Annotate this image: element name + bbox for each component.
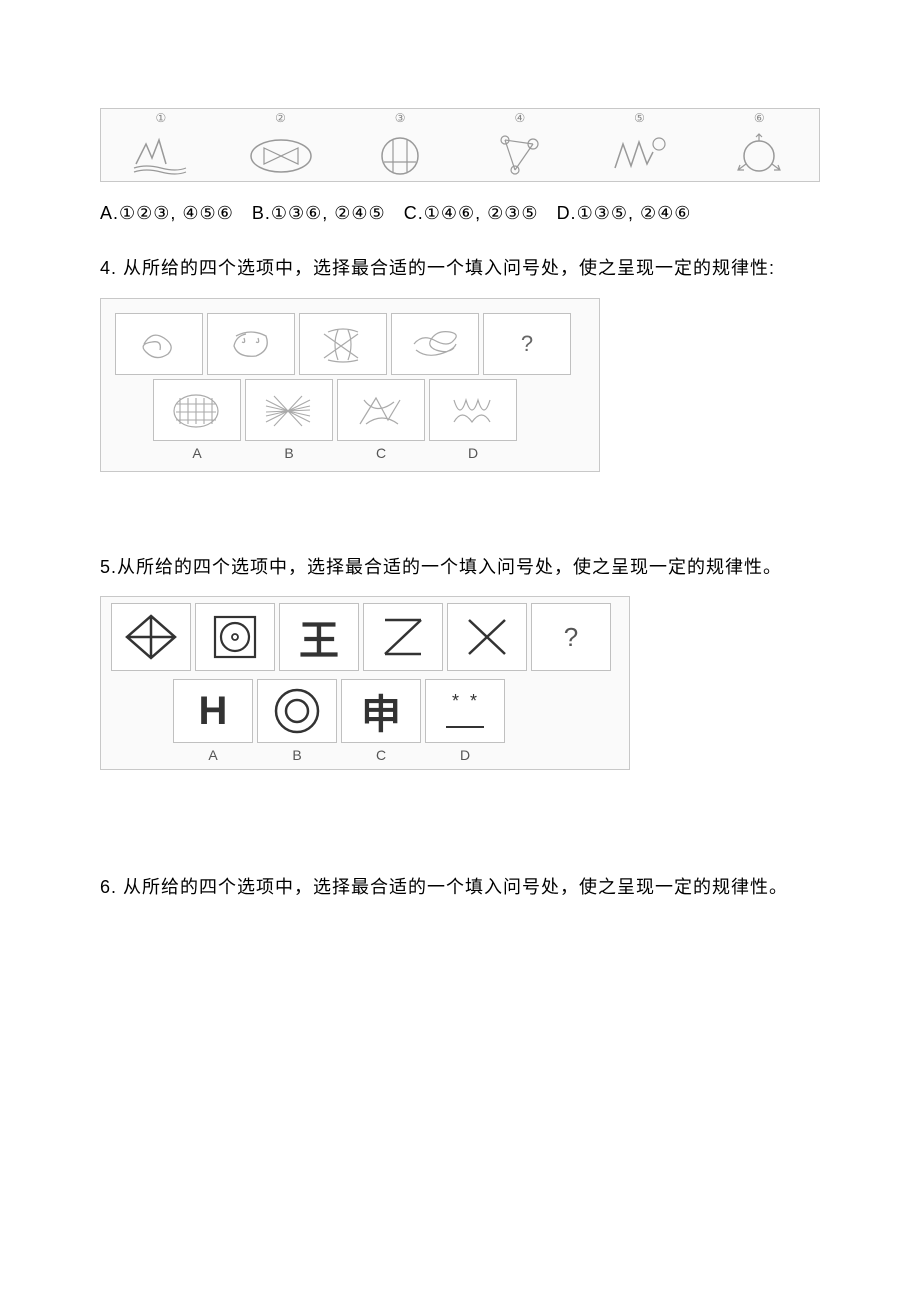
q6-text: 6. 从所给的四个选项中，选择最合适的一个填入问号处，使之呈现一定的规律性。 (100, 864, 820, 911)
oval-bowtie-icon (244, 125, 318, 181)
q3-figure-row: ① ② ③ ④ (100, 108, 820, 182)
q5-choice-a: H (173, 679, 253, 743)
q5-choice-d: * * (425, 679, 505, 743)
q3-opt-b: B.①③⑥, ②④⑤ (252, 203, 386, 223)
q3-cell-1: ① (101, 109, 221, 181)
q5-text: 5.从所给的四个选项中，选择最合适的一个填入问号处，使之呈现一定的规律性。 (100, 544, 820, 591)
zigzag-circle-icon (605, 125, 675, 181)
q5-choice-c: 申 (341, 679, 421, 743)
square-circle-dot-icon (205, 610, 265, 664)
q5-seq-2 (195, 603, 275, 671)
q4-text: 4. 从所给的四个选项中，选择最合适的一个填入问号处，使之呈现一定的规律性: (100, 245, 820, 292)
q5-seq-1 (111, 603, 191, 671)
q4-seq-1 (115, 313, 203, 375)
q6-number: 6. (100, 877, 117, 897)
q4-choice-c (337, 379, 425, 441)
q5-seq-3: 王 (279, 603, 359, 671)
q3-num-5: ⑤ (634, 111, 645, 125)
q5-label-b: B (255, 747, 339, 763)
q5-qmark: ? (531, 603, 611, 671)
q3-cell-5: ⑤ (580, 109, 700, 181)
q4-label-c: C (335, 445, 427, 461)
q5-seq-4 (363, 603, 443, 671)
circle-arrows-icon (724, 125, 794, 181)
diamond-cross-icon (121, 610, 181, 664)
q3-opt-c: C.①④⑥, ②③⑤ (404, 203, 539, 223)
q3-num-6: ⑥ (754, 111, 765, 125)
q4-seq-row: ? (113, 313, 587, 375)
q4-qmark: ? (483, 313, 571, 375)
q4-label-d: D (427, 445, 519, 461)
q4-number: 4. (100, 258, 117, 278)
q3-opt-a: A.①②③, ④⑤⑥ (100, 203, 234, 223)
q4-seq-3 (299, 313, 387, 375)
svg-text:*: * (470, 691, 477, 711)
q3-opt-d: D.①③⑤, ②④⑥ (557, 203, 692, 223)
q5-labels: A B C D (171, 747, 621, 763)
slash-frame-icon (373, 610, 433, 664)
q6-body: 从所给的四个选项中，选择最合适的一个填入问号处，使之呈现一定的规律性。 (123, 877, 788, 897)
q3-cell-4: ④ (460, 109, 580, 181)
q3-cell-6: ⑥ (699, 109, 819, 181)
q3-cell-3: ③ (340, 109, 460, 181)
q3-options: A.①②③, ④⑤⑥ B.①③⑥, ②④⑤ C.①④⑥, ②③⑤ D.①③⑤, … (100, 190, 820, 237)
q4-choice-b (245, 379, 333, 441)
q4-seq-4 (391, 313, 479, 375)
q5-label-a: A (171, 747, 255, 763)
q4-label-a: A (151, 445, 243, 461)
circle-grid-icon (365, 125, 435, 181)
q3-cell-2: ② (221, 109, 341, 181)
q3-num-1: ① (155, 111, 166, 125)
x-mark-icon (457, 610, 517, 664)
q5-label-d: D (423, 747, 507, 763)
q4-body: 从所给的四个选项中，选择最合适的一个填入问号处，使之呈现一定的规律性: (123, 258, 775, 278)
q4-choice-a (153, 379, 241, 441)
q4-label-b: B (243, 445, 335, 461)
q5-choice-row: H 申 * * (171, 679, 621, 743)
q4-seq-2 (207, 313, 295, 375)
q4-choice-row (151, 379, 587, 441)
q3-num-2: ② (275, 111, 286, 125)
q3-num-3: ③ (395, 111, 406, 125)
q5-seq-row: 王 ? (109, 603, 621, 671)
q5-puzzle-box: 王 ? H 申 * * (100, 596, 630, 770)
mountain-waves-icon (126, 125, 196, 181)
q5-number: 5. (100, 557, 117, 577)
q4-labels: A B C D (151, 445, 587, 461)
q5-label-c: C (339, 747, 423, 763)
q5-choice-b (257, 679, 337, 743)
q4-puzzle-box: ? A B C D (100, 298, 600, 472)
asterisks-line-icon: * * (436, 685, 494, 737)
q5-body: 从所给的四个选项中，选择最合适的一个填入问号处，使之呈现一定的规律性。 (117, 557, 782, 577)
q3-num-4: ④ (514, 111, 525, 125)
triangle-balls-icon (485, 125, 555, 181)
q4-choice-d (429, 379, 517, 441)
q5-seq-5 (447, 603, 527, 671)
svg-text:*: * (452, 691, 459, 711)
double-circle-icon (268, 685, 326, 737)
